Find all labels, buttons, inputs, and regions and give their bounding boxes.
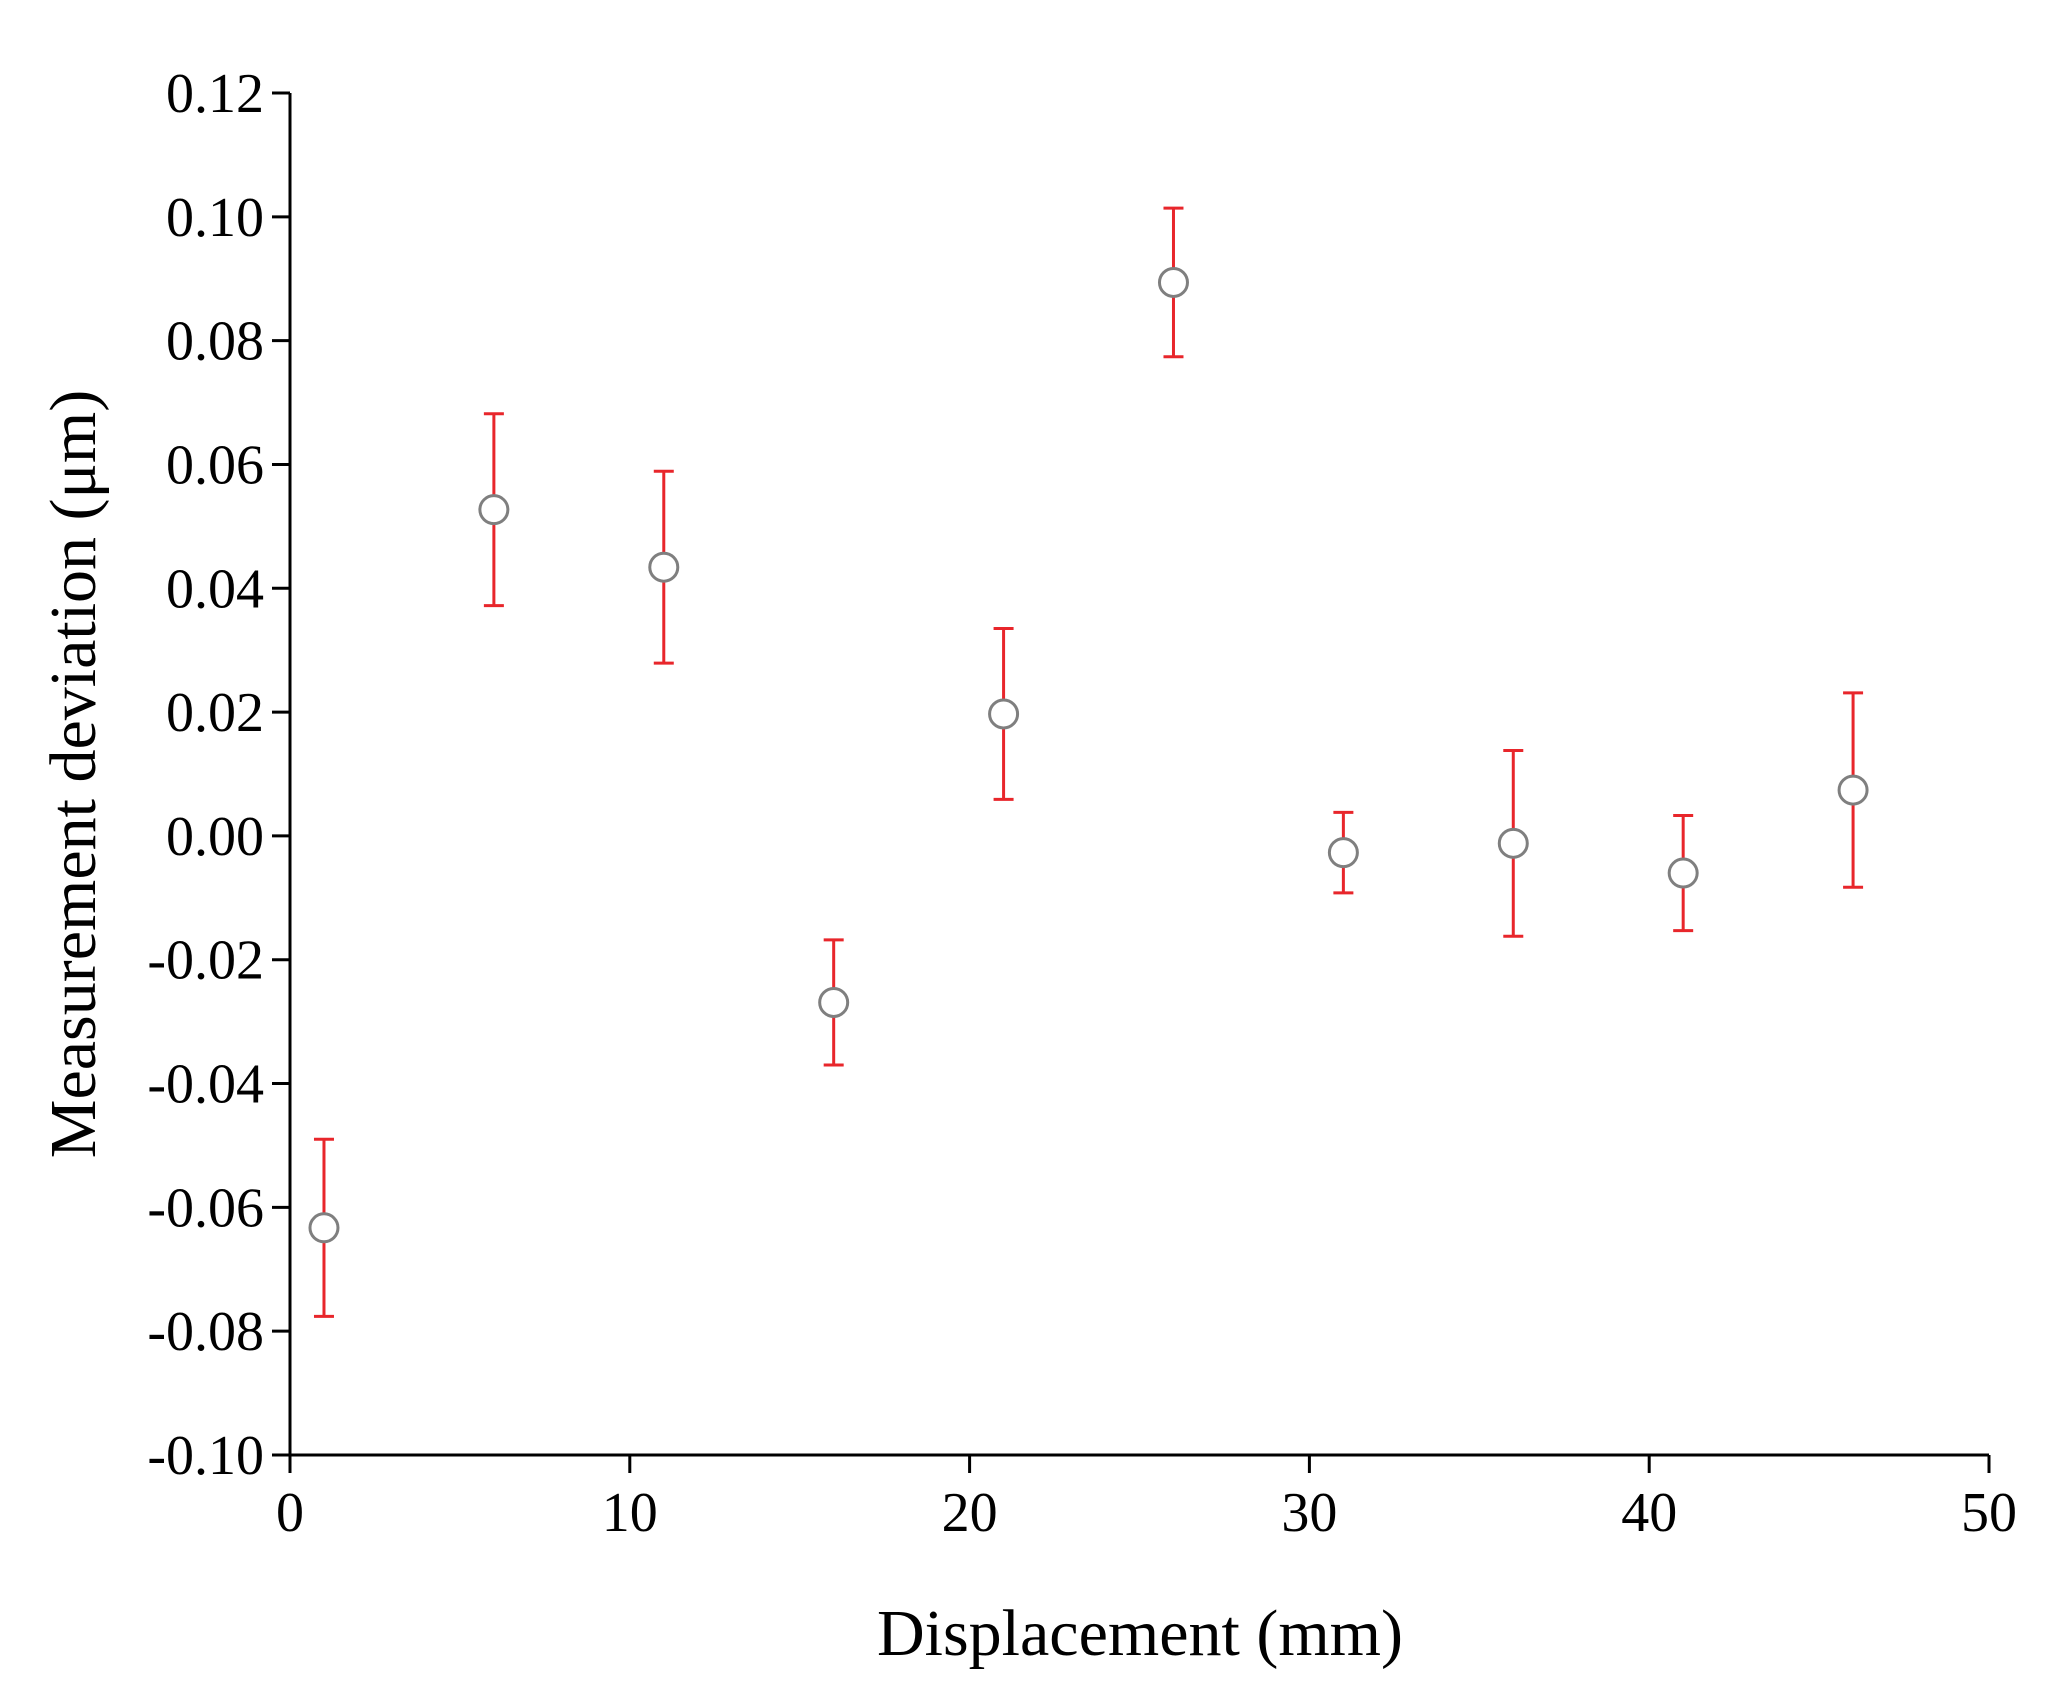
x-tick-label: 30 xyxy=(1281,1482,1337,1544)
x-tick-label: 20 xyxy=(942,1482,998,1544)
point xyxy=(988,698,1020,730)
point xyxy=(1157,266,1189,298)
point xyxy=(1667,857,1699,889)
y-tick-label: -0.06 xyxy=(147,1177,264,1239)
y-tick-label: -0.04 xyxy=(147,1054,264,1116)
y-tick-label: 0.04 xyxy=(166,558,264,620)
point xyxy=(1837,774,1869,806)
x-tick-label: 10 xyxy=(602,1482,658,1544)
y-tick-label: 0.06 xyxy=(166,434,264,496)
point xyxy=(478,494,510,526)
y-tick-label: 0.12 xyxy=(166,63,264,125)
y-tick-label: -0.02 xyxy=(147,930,264,992)
x-tick-label: 0 xyxy=(276,1482,304,1544)
y-tick-label: 0.10 xyxy=(166,187,264,249)
y-tick-label: 0.08 xyxy=(166,311,264,373)
y-tick-label: -0.08 xyxy=(147,1301,264,1363)
point xyxy=(308,1212,340,1244)
y-tick-label: 0.00 xyxy=(166,806,264,868)
x-tick-label: 40 xyxy=(1621,1482,1677,1544)
point xyxy=(818,986,850,1018)
y-axis-title: Measurement deviation (μm) xyxy=(37,390,110,1158)
point xyxy=(648,551,680,583)
y-tick-label: 0.02 xyxy=(166,682,264,744)
x-axis-title: Displacement (mm) xyxy=(877,1597,1403,1670)
y-tick-label: -0.10 xyxy=(147,1425,264,1487)
point xyxy=(1497,827,1529,859)
x-tick-label: 50 xyxy=(1961,1482,2017,1544)
point xyxy=(1327,837,1359,869)
